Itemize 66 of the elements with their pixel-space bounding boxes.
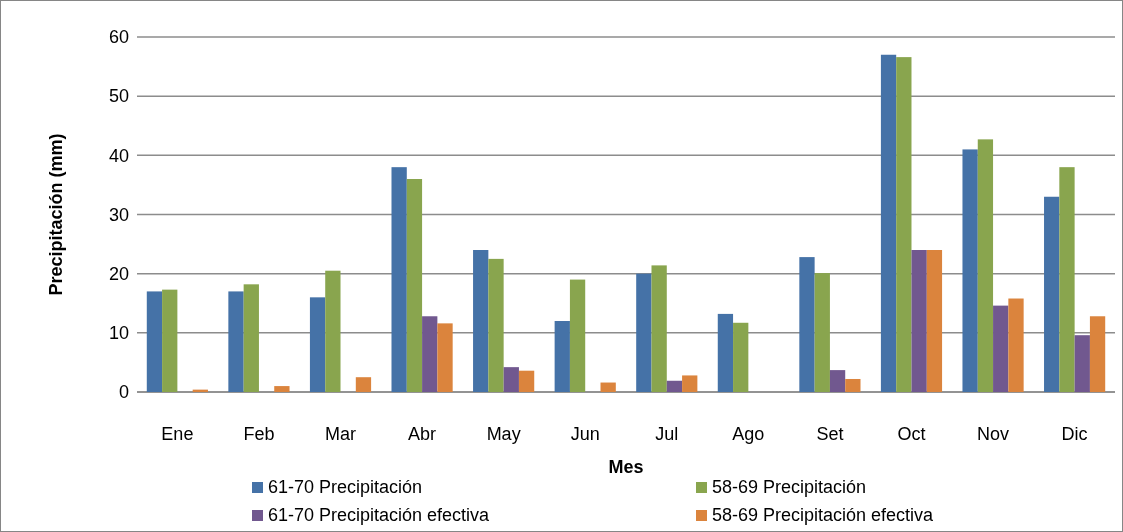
- bar: [993, 305, 1009, 392]
- x-tick-label: Set: [816, 424, 844, 444]
- bar: [325, 270, 341, 392]
- x-tick-label: Ago: [732, 424, 765, 444]
- bar: [243, 284, 259, 392]
- bar: [977, 139, 994, 392]
- x-tick-label: Ene: [161, 424, 194, 444]
- bar: [962, 149, 978, 392]
- y-tick-label: 10: [108, 323, 129, 344]
- bar: [1044, 196, 1060, 392]
- x-tick-label: May: [486, 424, 521, 444]
- x-tick-label: Nov: [977, 424, 1010, 444]
- bar: [503, 367, 519, 392]
- legend-label: 61-70 Precipitación: [268, 477, 423, 497]
- bar: [1089, 316, 1106, 392]
- legend-label: 58-69 Precipitación: [712, 477, 867, 497]
- x-tick-label: Jun: [570, 424, 600, 444]
- bar: [355, 377, 372, 392]
- bar: [146, 291, 163, 392]
- bar: [406, 179, 423, 392]
- y-tick-label: 0: [118, 382, 129, 403]
- legend-label: 58-69 Precipitación efectiva: [712, 505, 935, 525]
- bar: [228, 291, 244, 392]
- x-tick-label: Abr: [408, 424, 437, 444]
- bar: [518, 370, 535, 392]
- bar: [717, 313, 734, 392]
- y-tick-label: 30: [108, 204, 129, 225]
- bar: [1059, 167, 1075, 392]
- bar: [636, 273, 652, 392]
- y-tick-label: 60: [108, 27, 129, 48]
- legend-label: 61-70 Precipitación efectiva: [268, 505, 491, 525]
- bar: [473, 250, 489, 392]
- bar: [666, 380, 683, 392]
- x-tick-label: Oct: [897, 424, 926, 444]
- bar: [422, 316, 438, 392]
- bar: [274, 386, 290, 392]
- bar: [651, 265, 667, 392]
- x-tick-label: Dic: [1061, 424, 1088, 444]
- bar: [488, 258, 504, 392]
- bar: [911, 250, 927, 392]
- x-tick-label: Jul: [655, 424, 679, 444]
- x-tick-label: Mar: [325, 424, 357, 444]
- bar: [1008, 298, 1024, 392]
- bar: [437, 323, 453, 392]
- bar: [1074, 335, 1090, 392]
- y-axis-title: Precipitación (mm): [46, 133, 66, 296]
- bar: [829, 370, 846, 392]
- x-axis-title: Mes: [608, 457, 644, 477]
- bar: [309, 297, 326, 392]
- bar: [162, 289, 178, 392]
- bar: [880, 54, 897, 392]
- bar: [733, 322, 749, 392]
- bar: [814, 273, 830, 392]
- bar: [391, 167, 407, 392]
- y-tick-label: 40: [108, 145, 129, 166]
- bar: [926, 250, 943, 392]
- bar: [845, 378, 861, 392]
- y-tick-label: 20: [108, 263, 129, 284]
- bar: [600, 382, 616, 392]
- bar: [682, 375, 698, 392]
- y-tick-label: 50: [108, 86, 129, 107]
- bar: [569, 279, 586, 392]
- bar: [554, 321, 570, 392]
- bar: [799, 257, 815, 392]
- bar: [896, 57, 912, 392]
- x-tick-label: Feb: [243, 424, 275, 444]
